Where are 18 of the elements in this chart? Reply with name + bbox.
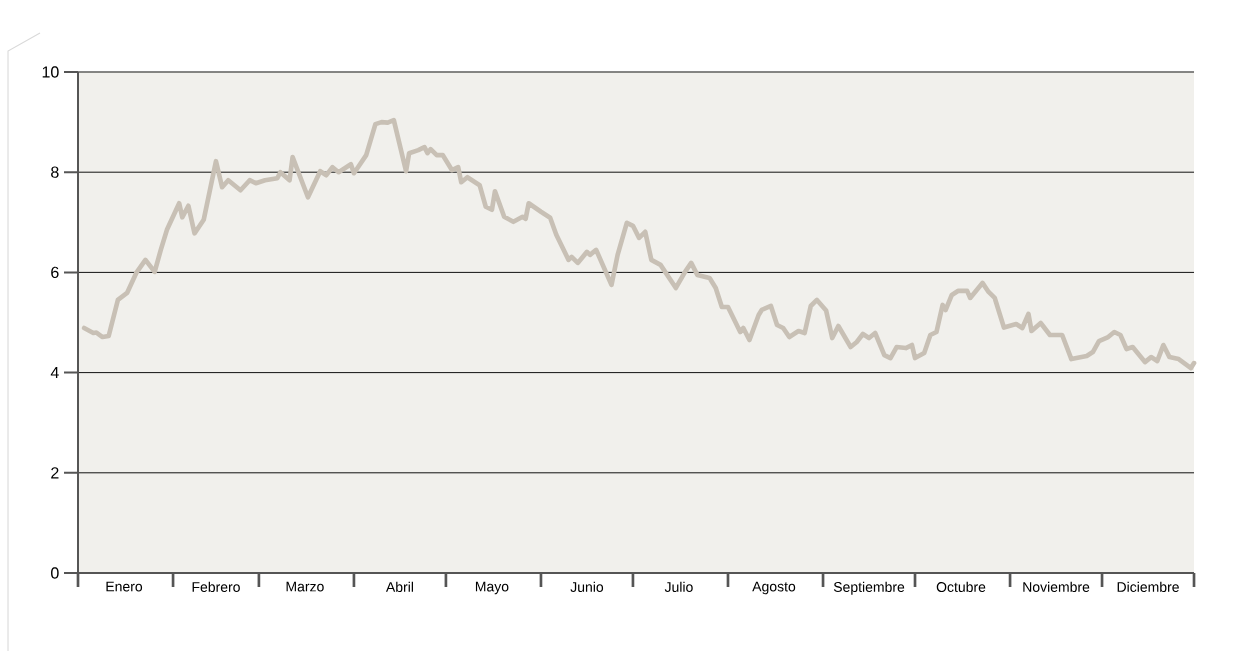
x-tick-label: Julio xyxy=(664,581,693,592)
y-tick-label: 0 xyxy=(51,567,59,579)
y-tick-label: 4 xyxy=(50,367,59,379)
x-tick-label: Octubre xyxy=(936,581,986,592)
x-tick-label: Enero xyxy=(106,581,143,592)
x-tick-label: Agosto xyxy=(752,581,796,595)
x-tick-label: Mayo xyxy=(475,581,509,595)
x-tick-label: Noviembre xyxy=(1023,581,1090,592)
x-tick-label: Febrero xyxy=(192,581,240,592)
y-tick-label: 6 xyxy=(51,266,59,279)
x-tick-label: Septiembre xyxy=(833,581,905,595)
y-tick-label: 8 xyxy=(51,166,59,178)
x-tick-label: Abril xyxy=(385,581,413,592)
x-tick-label: Marzo xyxy=(286,581,324,592)
y-tick-label: 10 xyxy=(42,66,59,78)
x-tick-label: Junio xyxy=(570,581,604,592)
x-tick-label: Diciembre xyxy=(1117,581,1179,592)
y-tick-label: 2 xyxy=(51,467,59,479)
